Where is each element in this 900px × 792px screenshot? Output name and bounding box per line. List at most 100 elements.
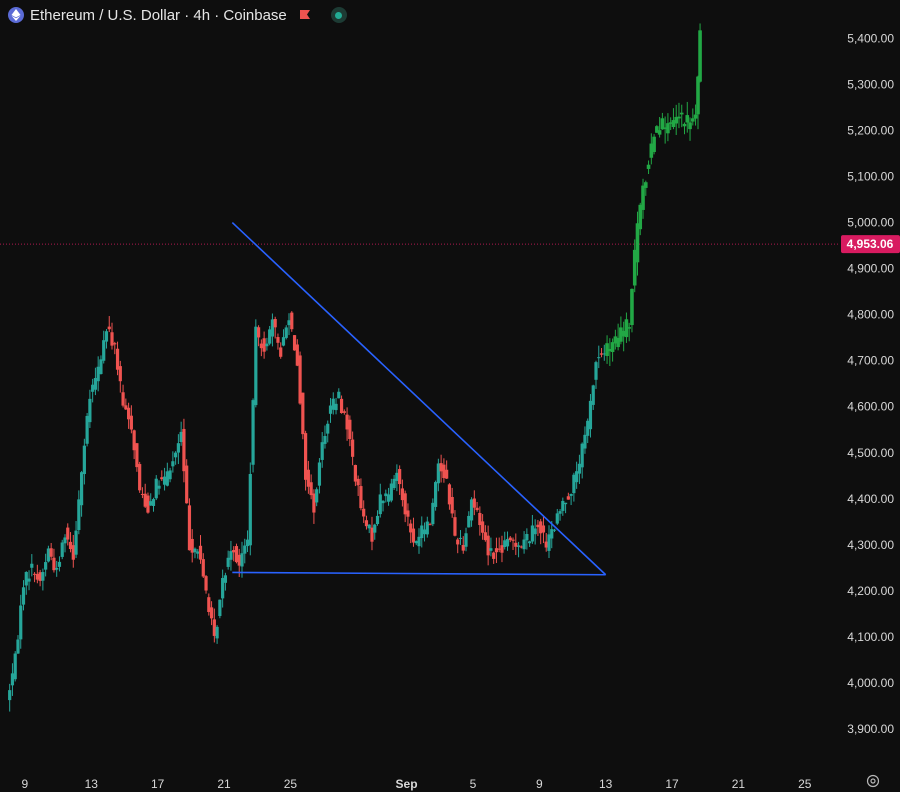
candle-body <box>212 619 216 636</box>
candle-body <box>287 320 291 326</box>
candle-body <box>38 572 42 581</box>
red-flag-icon[interactable] <box>299 9 311 21</box>
projection-bar <box>668 122 673 124</box>
candle-body <box>458 537 463 539</box>
x-tick-label: 21 <box>217 777 231 791</box>
candle-body <box>301 392 305 435</box>
candle-body <box>583 434 587 449</box>
candle-body <box>317 462 322 486</box>
candle-body <box>259 343 263 349</box>
candle-body <box>49 548 53 557</box>
candle-body <box>221 577 225 599</box>
candle-body <box>378 494 382 515</box>
candle-body <box>411 528 416 543</box>
candle-body <box>198 545 203 560</box>
candle-body <box>558 511 562 514</box>
candle-body <box>88 398 92 423</box>
candle-body <box>115 348 120 370</box>
candle-body <box>597 357 601 359</box>
candle-body <box>174 452 178 458</box>
candle-body <box>248 473 252 546</box>
candle-body <box>93 378 98 390</box>
gear-icon[interactable] <box>866 774 880 788</box>
candle-body <box>594 362 598 380</box>
candle-body <box>165 471 169 486</box>
candle-body <box>561 500 565 511</box>
y-tick-label: 4,700.00 <box>847 354 894 368</box>
candle-body <box>575 471 579 483</box>
projection-bar <box>671 120 676 128</box>
candle-body <box>245 539 250 547</box>
candle-body <box>342 411 346 413</box>
candle-body <box>525 534 529 541</box>
candle-body <box>196 551 200 554</box>
candle-body <box>60 542 64 557</box>
candle-body <box>204 576 208 591</box>
candle-body <box>135 443 139 468</box>
candle-body <box>464 533 468 547</box>
projection-bar <box>621 330 626 337</box>
projection-bar <box>641 185 645 210</box>
candle-body <box>193 548 197 553</box>
candle-body <box>71 545 75 560</box>
candle-body <box>599 353 604 355</box>
candle-body <box>151 499 156 506</box>
candle-body <box>375 515 380 525</box>
candle-body <box>66 527 70 540</box>
candle-body <box>320 442 324 460</box>
candle-body <box>326 423 330 434</box>
candle-body <box>337 391 341 399</box>
candle-body <box>149 501 153 506</box>
candle-body <box>406 510 410 517</box>
candle-body <box>533 528 537 535</box>
candle-body <box>345 414 349 430</box>
candle-body <box>226 557 230 567</box>
candle-body <box>566 496 570 500</box>
x-tick-label: Sep <box>396 777 418 791</box>
symbol-title[interactable]: Ethereum / U.S. Dollar · 4h · Coinbase <box>30 6 287 24</box>
candle-body <box>519 546 523 548</box>
candle-body <box>351 439 355 457</box>
candle-body <box>140 493 145 495</box>
candle-body <box>409 523 413 533</box>
candle-body <box>182 428 186 472</box>
candle-body <box>478 512 482 526</box>
projection-bar <box>630 288 634 326</box>
candle-body <box>104 331 109 342</box>
candle-body <box>268 329 272 344</box>
candle-body <box>436 463 440 484</box>
candle-body <box>392 478 396 489</box>
projection-bar <box>613 336 618 344</box>
candle-body <box>292 335 297 351</box>
candle-body <box>586 420 590 436</box>
x-tick-label: 9 <box>536 777 543 791</box>
candle-body <box>422 529 427 535</box>
x-tick-label: 13 <box>599 777 613 791</box>
candle-body <box>232 550 236 553</box>
candle-body <box>356 478 360 486</box>
candle-body <box>234 546 239 563</box>
candle-body <box>497 548 501 550</box>
y-tick-label: 5,400.00 <box>847 31 894 45</box>
candle-body <box>187 505 192 551</box>
candle-body <box>555 513 559 524</box>
candle-body <box>486 535 490 556</box>
projection-bar <box>655 126 659 133</box>
y-tick-label: 5,100.00 <box>847 170 894 184</box>
candle-body <box>417 536 421 547</box>
y-tick-label: 3,900.00 <box>847 722 894 736</box>
candle-body <box>110 332 114 346</box>
x-tick-label: 21 <box>732 777 746 791</box>
candle-body <box>500 545 504 553</box>
candle-body <box>420 525 424 539</box>
projection-bar <box>624 319 629 338</box>
candle-body <box>312 493 316 513</box>
candle-body <box>447 484 452 505</box>
projection-bar <box>666 123 670 134</box>
projection-bar <box>616 337 620 348</box>
chart-header: Ethereum / U.S. Dollar · 4h · Coinbase <box>8 4 347 26</box>
candle-body <box>298 355 302 404</box>
y-tick-label: 4,400.00 <box>847 492 894 506</box>
